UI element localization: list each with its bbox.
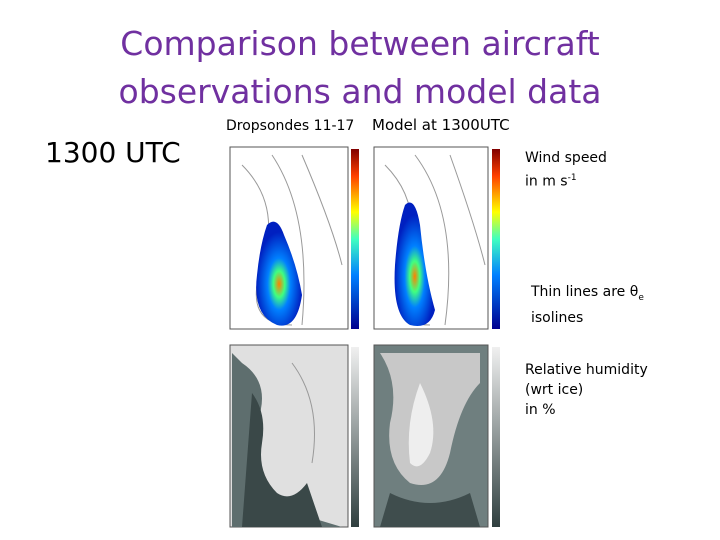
note-text: (wrt ice)	[525, 382, 584, 398]
rh-panel-model	[373, 344, 500, 528]
rh-area	[242, 393, 322, 527]
contour	[291, 362, 315, 464]
wind-blob	[256, 221, 302, 326]
colorbar	[492, 149, 500, 329]
note-text: Relative humidity	[525, 362, 648, 378]
note-text: isolines	[531, 309, 584, 326]
wind-note: Wind speed in m s-1	[525, 148, 607, 192]
note-sup: -1	[567, 173, 577, 183]
title-line: Comparison between aircraft	[120, 24, 600, 63]
rh-note: Relative humidity (wrt ice) in %	[525, 360, 648, 420]
wind-panel-obs	[229, 146, 359, 330]
time-label: 1300 UTC	[45, 136, 181, 169]
rh-area	[408, 383, 434, 467]
rh-panel-obs	[229, 344, 359, 528]
colorbar	[492, 347, 500, 527]
theta-note: Thin lines are θe isolines	[531, 282, 644, 328]
wind-panel-model	[373, 146, 500, 330]
wind-blob	[394, 202, 435, 326]
colorbar	[351, 149, 359, 329]
note-sub: e	[638, 292, 644, 303]
panel-header: Dropsondes 11-17	[226, 118, 355, 134]
panel-header: Model at 1300UTC	[372, 116, 510, 134]
note-text: Thin lines are θ	[531, 284, 639, 300]
colorbar	[351, 347, 359, 527]
note-text: Wind speed	[525, 150, 607, 166]
note-text: in %	[525, 402, 556, 418]
note-text: in m s	[525, 173, 568, 190]
rh-area	[380, 493, 480, 527]
title-line: observations and model data	[118, 72, 602, 111]
plot-frame	[373, 146, 489, 330]
